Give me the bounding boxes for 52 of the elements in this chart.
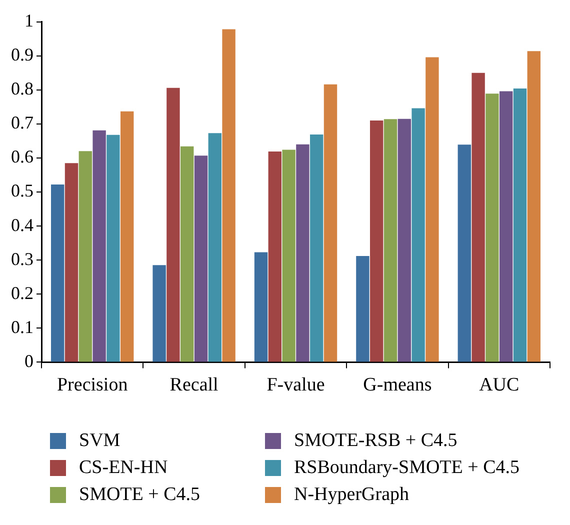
y-tick-label: 0.6 (11, 146, 34, 167)
legend-label: SMOTE-RSB + C4.5 (294, 430, 458, 452)
bar (180, 146, 194, 362)
bar (513, 88, 527, 362)
x-tick-label: AUC (479, 374, 520, 396)
bar (356, 256, 370, 362)
bar (458, 144, 472, 362)
bar (296, 144, 310, 362)
x-tick-label: G-means (363, 374, 432, 396)
legend-label: CS-EN-HN (79, 456, 168, 478)
bar (268, 151, 282, 362)
bar (426, 57, 439, 362)
bar (527, 51, 540, 362)
y-tick-label: 1 (24, 10, 34, 31)
x-tick-label: Recall (170, 374, 218, 396)
y-tick-label: 0.1 (11, 316, 34, 337)
legend-label: SVM (79, 430, 120, 452)
bar (106, 134, 120, 362)
bar (222, 29, 236, 362)
bar (78, 151, 92, 362)
bar (120, 111, 134, 362)
bar (370, 120, 384, 362)
y-tick-label: 0.8 (11, 78, 34, 99)
legend-label: RSBoundary-SMOTE + C4.5 (294, 456, 520, 478)
bar (152, 265, 166, 362)
legend-label: SMOTE + C4.5 (79, 484, 200, 506)
bar (472, 72, 485, 362)
x-tick-label: Precision (56, 374, 128, 396)
bar (194, 156, 208, 362)
y-tick-label: 0.9 (11, 44, 34, 65)
bar (500, 91, 513, 362)
y-tick-label: 0.3 (11, 248, 34, 269)
bar (398, 118, 411, 362)
y-tick-label: 0.5 (11, 180, 34, 201)
bar (51, 184, 64, 362)
bar (384, 119, 398, 362)
x-tick-label: F-value (266, 374, 325, 396)
bar (208, 133, 222, 362)
bar (282, 150, 296, 362)
bar (92, 130, 106, 362)
bar (254, 252, 268, 362)
y-tick-label: 0.7 (11, 112, 34, 133)
bar (324, 84, 338, 362)
bar (64, 163, 78, 362)
bar (486, 94, 499, 362)
bar (166, 88, 180, 362)
bar (310, 134, 324, 362)
y-tick-label: 0.4 (11, 214, 34, 235)
y-tick-label: 0.2 (11, 282, 34, 303)
bar (412, 108, 425, 362)
y-tick-label: 0 (24, 350, 34, 371)
legend-label: N-HyperGraph (294, 484, 410, 506)
